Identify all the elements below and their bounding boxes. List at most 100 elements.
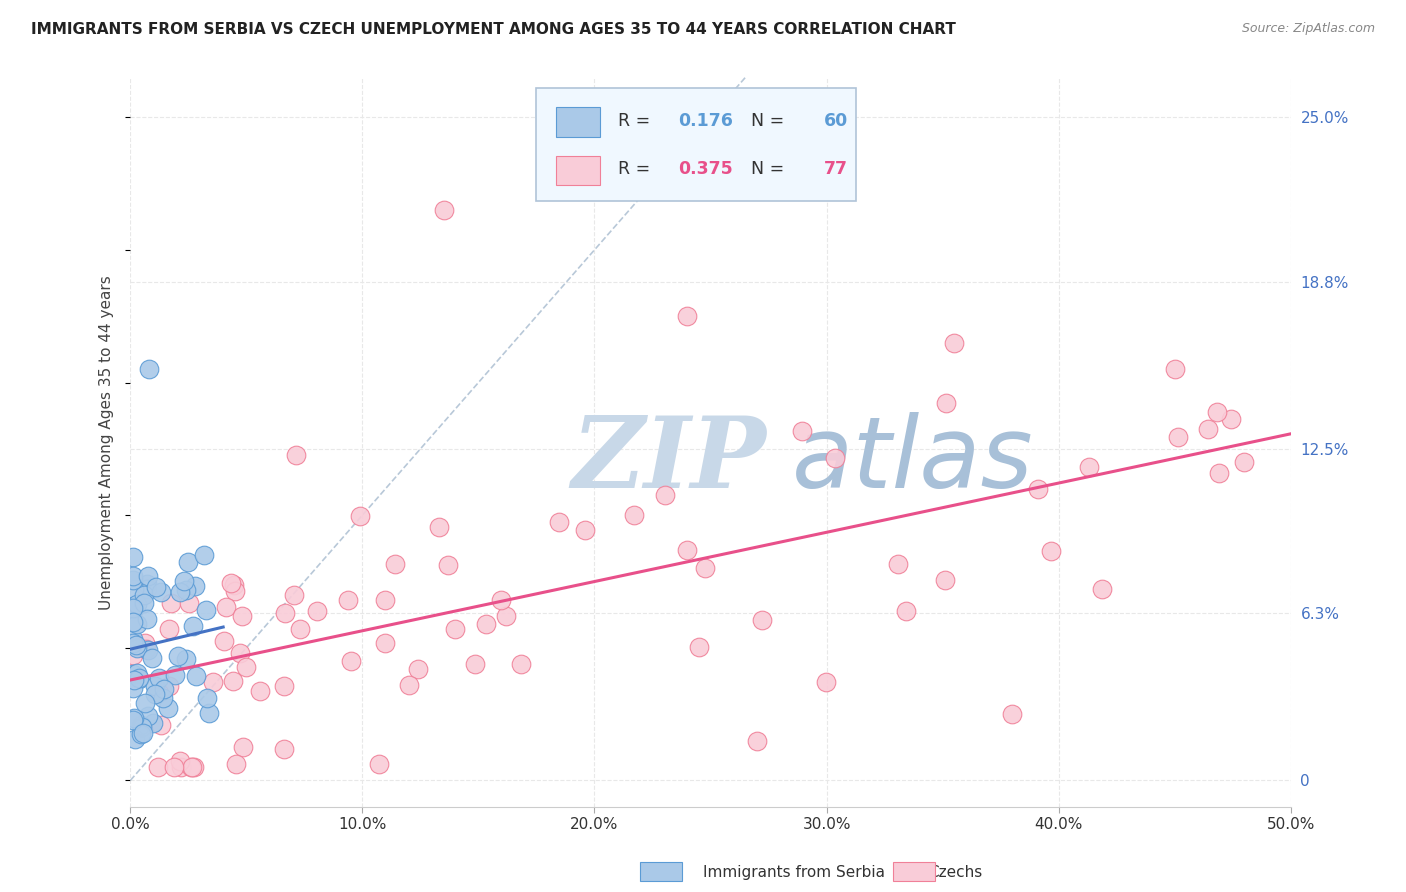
Point — [232, 740, 254, 755]
Point — [374, 636, 396, 650]
Text: IMMIGRANTS FROM SERBIA VS CZECH UNEMPLOYMENT AMONG AGES 35 TO 44 YEARS CORRELATI: IMMIGRANTS FROM SERBIA VS CZECH UNEMPLOY… — [31, 22, 956, 37]
Point — [1091, 582, 1114, 597]
Point — [136, 577, 159, 591]
Point — [122, 648, 145, 662]
Point — [398, 678, 420, 692]
Point — [195, 690, 218, 705]
Point — [125, 640, 148, 655]
Point — [121, 549, 143, 564]
Point — [273, 742, 295, 756]
Text: 0.176: 0.176 — [678, 112, 733, 129]
Point — [367, 756, 389, 771]
Point — [284, 448, 307, 462]
Point — [121, 636, 143, 650]
Point — [129, 727, 152, 741]
Point — [219, 576, 242, 591]
Point — [444, 622, 467, 636]
Point — [136, 612, 159, 626]
Point — [235, 659, 257, 673]
Point — [340, 654, 363, 668]
Point — [193, 549, 215, 563]
Point — [177, 555, 200, 569]
Point — [122, 601, 145, 615]
FancyBboxPatch shape — [537, 88, 856, 202]
Point — [173, 574, 195, 589]
Point — [124, 731, 146, 746]
Point — [1167, 430, 1189, 444]
Point — [274, 607, 297, 621]
Point — [122, 681, 145, 695]
Point — [180, 760, 202, 774]
Point — [495, 608, 517, 623]
Point — [824, 451, 846, 466]
Point — [225, 757, 247, 772]
Point — [224, 584, 246, 599]
FancyBboxPatch shape — [557, 156, 600, 186]
Point — [215, 599, 238, 614]
Point — [121, 568, 143, 582]
Point — [135, 641, 157, 656]
Text: Source: ZipAtlas.com: Source: ZipAtlas.com — [1241, 22, 1375, 36]
Point — [894, 604, 917, 618]
Point — [1001, 707, 1024, 722]
Point — [464, 657, 486, 671]
Point — [134, 588, 156, 602]
Point — [676, 309, 699, 323]
Point — [163, 760, 186, 774]
Point — [122, 711, 145, 725]
Point — [510, 657, 533, 671]
Point — [224, 577, 246, 591]
Text: Czechs: Czechs — [928, 865, 983, 880]
Point — [179, 596, 201, 610]
Point — [229, 646, 252, 660]
Point — [574, 524, 596, 538]
Text: Immigrants from Serbia: Immigrants from Serbia — [703, 865, 884, 880]
Point — [433, 203, 456, 218]
Text: R =: R = — [617, 161, 655, 178]
Point — [125, 616, 148, 631]
Point — [170, 760, 193, 774]
Point — [745, 733, 768, 747]
Text: N =: N = — [740, 112, 789, 129]
Point — [180, 760, 202, 774]
Point — [935, 396, 957, 410]
Point — [121, 713, 143, 727]
Point — [349, 509, 371, 524]
Point — [121, 615, 143, 629]
Point — [122, 666, 145, 681]
Text: 60: 60 — [824, 112, 848, 129]
Point — [1233, 455, 1256, 469]
Point — [132, 725, 155, 739]
Point — [406, 662, 429, 676]
Point — [675, 543, 697, 558]
Point — [152, 691, 174, 706]
Point — [1206, 405, 1229, 419]
Point — [136, 582, 159, 596]
Point — [273, 679, 295, 693]
Point — [169, 584, 191, 599]
Point — [152, 681, 174, 696]
Point — [125, 638, 148, 652]
Point — [1039, 543, 1062, 558]
Point — [654, 488, 676, 502]
Text: N =: N = — [740, 161, 789, 178]
Point — [307, 604, 329, 618]
Point — [1197, 422, 1219, 436]
Point — [122, 582, 145, 596]
Point — [195, 603, 218, 617]
Point — [184, 668, 207, 682]
Point — [288, 622, 311, 636]
Text: 77: 77 — [824, 161, 848, 178]
Point — [136, 568, 159, 582]
Point — [121, 632, 143, 647]
Point — [489, 593, 512, 607]
Point — [163, 667, 186, 681]
Point — [160, 596, 183, 610]
Point — [201, 674, 224, 689]
Point — [136, 709, 159, 723]
Point — [887, 557, 910, 571]
Point — [475, 617, 498, 632]
Point — [125, 665, 148, 680]
Point — [142, 715, 165, 730]
Point — [384, 558, 406, 572]
